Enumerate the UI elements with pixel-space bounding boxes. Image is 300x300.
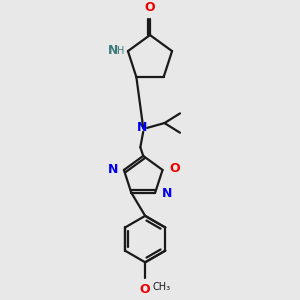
Text: N: N [108,164,118,176]
Text: O: O [169,163,180,176]
Text: N: N [162,187,172,200]
Text: O: O [145,1,155,14]
Text: CH₃: CH₃ [153,282,171,292]
Text: N: N [108,44,118,57]
Text: H: H [117,46,124,56]
Text: O: O [140,283,151,296]
Text: N: N [137,122,148,134]
